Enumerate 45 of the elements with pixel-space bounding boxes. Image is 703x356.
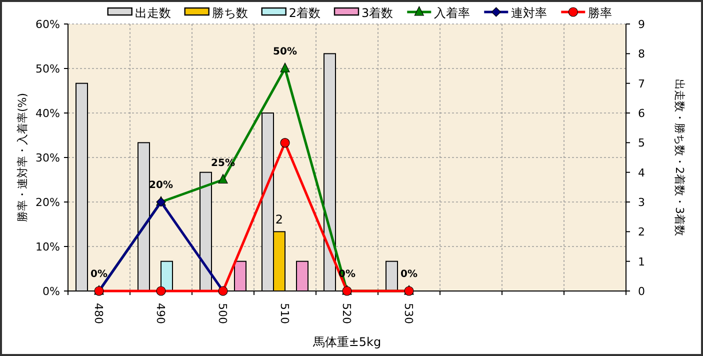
point [280,138,290,148]
x-tick-label: 480 [92,303,105,324]
y2-tick-label: 7 [638,77,645,90]
y2-tick-label: 6 [638,107,645,120]
y2-tick-label: 2 [638,226,645,239]
y-axis-title: 勝率・連対率・入着率(%) [16,92,29,222]
bar [200,172,212,292]
point [218,174,228,184]
data-label: 0% [400,269,418,280]
x-axis-title: 馬体重±5kg [312,335,382,349]
legend-label: 3着数 [362,6,394,20]
point [280,62,290,72]
y-tick-label: 10% [36,240,60,254]
legend-label: 入着率 [434,6,470,20]
bar [138,142,150,292]
legend-label: 連対率 [511,6,548,20]
y2-tick-label: 5 [638,136,645,150]
point [156,286,166,296]
y2-tick-label: 1 [638,255,645,268]
y-tick-label: 50% [36,62,60,76]
y-tick-label: 30% [36,152,60,164]
legend-label: 出走数 [134,6,171,20]
y2-tick-label: 4 [638,166,645,180]
x-tick-label: 530 [402,303,415,324]
y2-tick-label: 8 [638,48,645,61]
y2-tick-label: 9 [638,18,645,31]
data-label: 2 [275,212,284,227]
y2-axis-title: 出走数・勝ち数・2着数・3着数 [673,79,686,236]
data-label: 0% [90,269,108,280]
y-tick-label: 40% [36,107,60,120]
y2-tick-label: 0 [638,285,645,298]
x-tick-label: 500 [216,303,229,324]
y-tick-label: 60% [36,18,60,31]
bar [386,260,398,292]
x-tick-label: 490 [154,303,167,324]
data-label: 50% [273,46,297,58]
legend-label: 勝率 [588,6,612,20]
y-tick-label: 0% [42,285,60,298]
x-tick-label: 520 [340,303,353,324]
legend-label: 2着数 [288,6,320,20]
data-label: 20% [149,180,173,191]
y2-tick-label: 3 [638,196,645,209]
x-tick-label: 510 [278,303,291,324]
y-tick-label: 20% [36,196,60,209]
legend-label: 勝ち数 [212,6,248,20]
